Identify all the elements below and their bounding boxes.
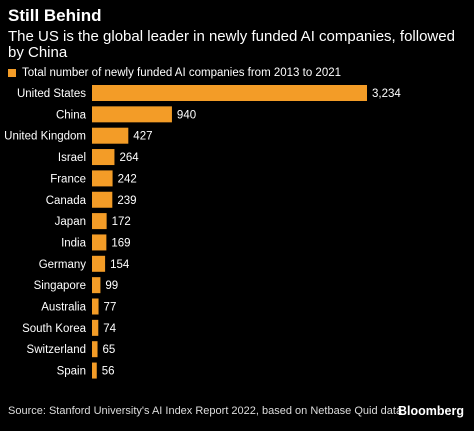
bar bbox=[92, 106, 172, 123]
chart-title: Still Behind bbox=[8, 6, 102, 25]
value-label: 99 bbox=[105, 280, 118, 292]
category-label: Switzerland bbox=[27, 344, 86, 356]
category-label: United States bbox=[17, 88, 86, 100]
value-label: 56 bbox=[102, 366, 115, 378]
value-label: 74 bbox=[103, 323, 116, 335]
source-note: Source: Stanford University's AI Index R… bbox=[8, 405, 403, 417]
bar bbox=[92, 362, 97, 379]
category-label: United Kingdom bbox=[4, 131, 86, 143]
category-label: China bbox=[56, 109, 87, 121]
category-label: Japan bbox=[55, 216, 86, 228]
value-label: 77 bbox=[104, 302, 117, 314]
value-label: 940 bbox=[177, 109, 196, 121]
value-label: 242 bbox=[118, 173, 137, 185]
value-label: 172 bbox=[112, 216, 131, 228]
legend-label: Total number of newly funded AI companie… bbox=[22, 67, 342, 79]
chart-subtitle: The US is the global leader in newly fun… bbox=[8, 28, 455, 61]
value-label: 3,234 bbox=[372, 88, 401, 100]
legend-swatch bbox=[8, 69, 16, 77]
bar bbox=[92, 191, 113, 208]
value-label: 65 bbox=[103, 344, 116, 356]
bar bbox=[92, 170, 113, 187]
value-label: 239 bbox=[117, 195, 136, 207]
bar bbox=[92, 85, 367, 101]
category-label: Spain bbox=[57, 366, 86, 378]
bar bbox=[92, 213, 107, 230]
category-label: Israel bbox=[58, 152, 86, 164]
bar bbox=[92, 319, 99, 336]
bloomberg-logo: Bloomberg bbox=[398, 404, 464, 418]
bar bbox=[92, 149, 115, 166]
bar bbox=[92, 255, 106, 272]
value-label: 169 bbox=[111, 237, 130, 249]
bar bbox=[92, 127, 129, 144]
chart-legend: Total number of newly funded AI companie… bbox=[8, 67, 341, 79]
value-label: 427 bbox=[133, 131, 152, 143]
category-label: Canada bbox=[46, 195, 87, 207]
category-label: France bbox=[50, 173, 86, 185]
bar bbox=[92, 298, 99, 315]
value-label: 154 bbox=[110, 259, 130, 271]
category-label: South Korea bbox=[22, 323, 87, 335]
category-label: India bbox=[61, 237, 87, 249]
category-label: Singapore bbox=[34, 280, 86, 292]
value-label: 264 bbox=[119, 152, 139, 164]
category-label: Germany bbox=[39, 259, 87, 271]
bar bbox=[92, 277, 101, 294]
bar bbox=[92, 234, 107, 251]
bar bbox=[92, 341, 98, 358]
category-label: Australia bbox=[41, 302, 86, 314]
